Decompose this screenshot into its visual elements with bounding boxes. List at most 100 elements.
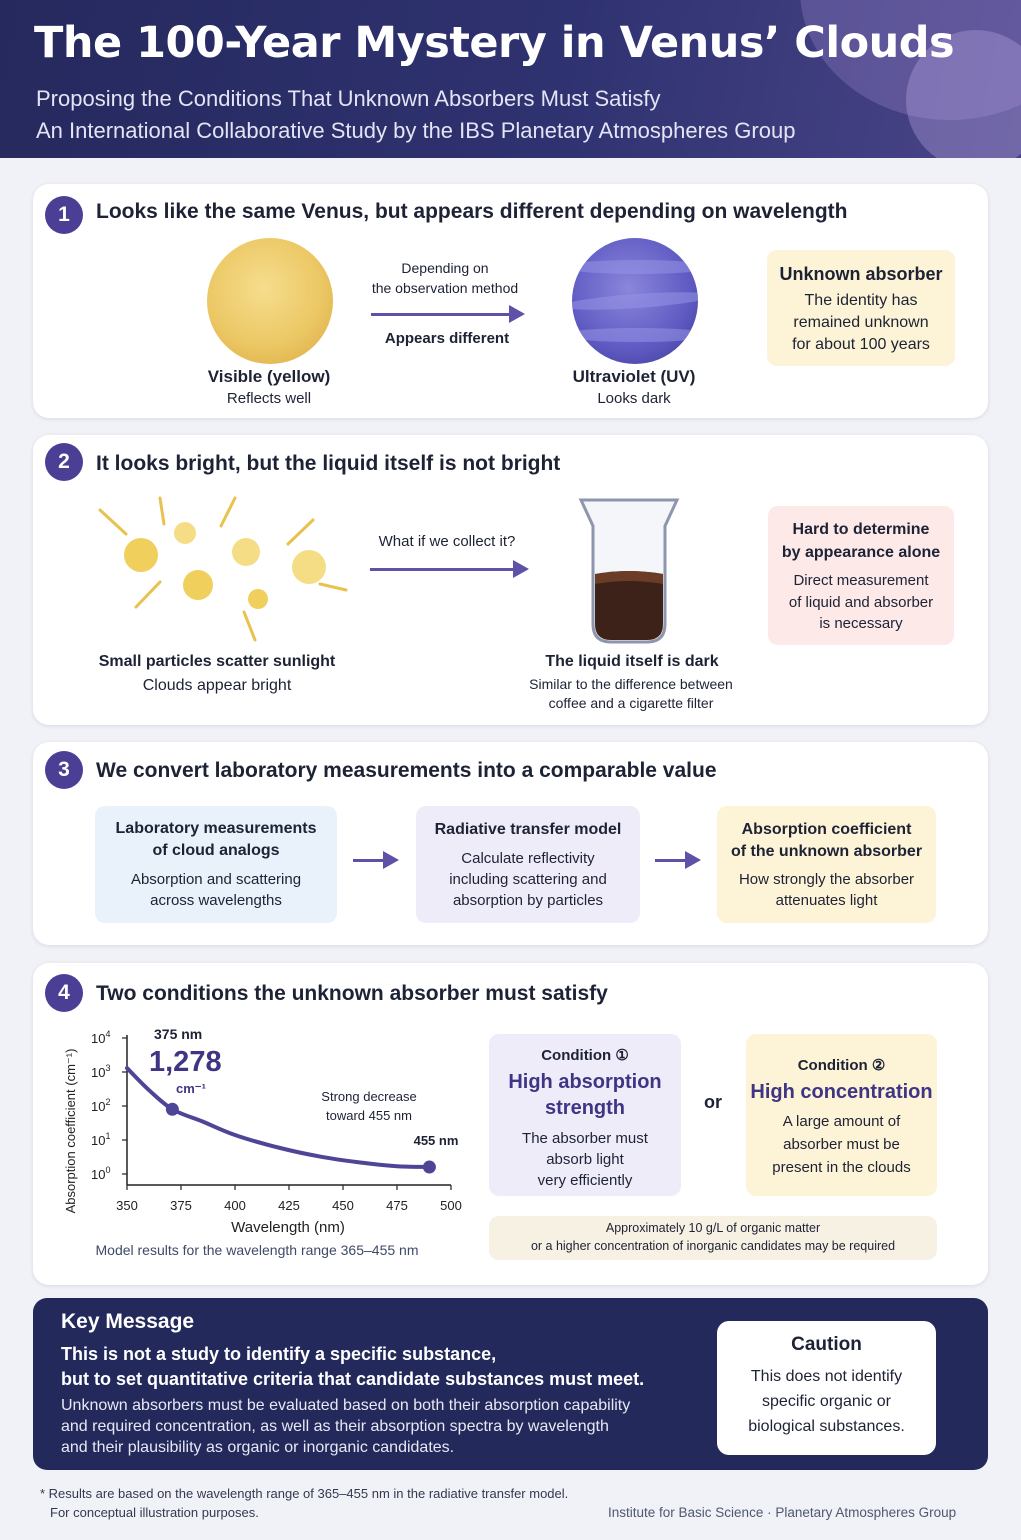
box-title: Hard to determine: [792, 521, 930, 538]
chart-y-tick-label: 102: [91, 1097, 110, 1114]
right-arrow-icon: [353, 851, 399, 869]
chart-series-line: [125, 1066, 432, 1170]
box-text: The identity has: [804, 292, 918, 309]
key-message-statement: but to set quantitative criteria that ca…: [61, 1369, 645, 1389]
condition-title: High absorption: [508, 1071, 662, 1093]
key-message-statement: This is not a study to identify a specif…: [61, 1344, 497, 1364]
scattering-particles-icon: [98, 496, 348, 642]
chart-y-axis-label: Absorption coefficient (cm⁻¹): [63, 1049, 78, 1214]
absorption-coefficient-step: Absorption coefficient of the unknown ab…: [717, 806, 936, 923]
right-arrow-icon: [371, 305, 525, 323]
uv-label: Ultraviolet (UV): [572, 367, 696, 386]
key-message-body: Unknown absorbers must be evaluated base…: [61, 1397, 631, 1414]
section-number-badge: 3: [45, 751, 83, 789]
venus-uv-planet-icon: [572, 238, 698, 364]
section-title: It looks bright, but the liquid itself i…: [96, 452, 561, 475]
key-message-panel: Key Message This is not a study to ident…: [33, 1298, 988, 1470]
key-message-body: and required concentration, as well as t…: [61, 1418, 609, 1435]
box-title: by appearance alone: [781, 544, 941, 561]
section-title: Looks like the same Venus, but appears d…: [96, 200, 848, 223]
or-label: or: [704, 1092, 722, 1112]
arrow-result-label: Appears different: [384, 330, 510, 347]
condition-text: very efficiently: [537, 1172, 633, 1189]
section-number-badge: 2: [45, 443, 83, 481]
step-text: How strongly the absorber: [738, 871, 915, 888]
absorption-chart: Absorption coefficient (cm⁻¹) 104 103 102 1…: [63, 1029, 462, 1236]
key-message-body: and their plausibility as organic or ino…: [61, 1439, 455, 1456]
note-text: Approximately 10 g/L of organic matter: [605, 1221, 821, 1235]
section-2-card: 2 It looks bright, but the liquid itself…: [33, 435, 988, 725]
uv-note: Looks dark: [597, 390, 671, 407]
chart-data-point: [422, 1160, 436, 1174]
radiative-transfer-step: Radiative transfer model Calculate refle…: [416, 806, 640, 923]
decrease-note: toward 455 nm: [326, 1108, 412, 1123]
chart-x-tick-label: 400: [224, 1198, 246, 1213]
key-message-heading: Key Message: [61, 1310, 195, 1333]
page-title: The 100-Year Mystery in Venus’ Clouds: [34, 18, 955, 68]
box-text: of liquid and absorber: [788, 594, 934, 611]
liquid-note: Similar to the difference between: [529, 676, 733, 692]
right-arrow-icon: [655, 851, 701, 869]
caution-text: specific organic or: [762, 1393, 891, 1410]
box-title: Unknown absorber: [779, 264, 943, 284]
caution-box: Caution This does not identify specific …: [717, 1321, 936, 1455]
arrow-caption: What if we collect it?: [378, 533, 516, 550]
step-title: Radiative transfer model: [434, 821, 622, 838]
step-text: Calculate reflectivity: [461, 850, 595, 867]
condition-text: present in the clouds: [772, 1159, 911, 1176]
chart-y-tick-label: 101: [91, 1131, 110, 1148]
chart-x-tick-label: 375: [170, 1198, 192, 1213]
condition-text: absorber must be: [783, 1136, 900, 1153]
condition-2-box: Condition ② High concentration A large a…: [746, 1034, 937, 1196]
section-number-badge: 4: [45, 974, 83, 1012]
liquid-label: The liquid itself is dark: [545, 653, 719, 670]
caution-text: This does not identify: [750, 1368, 903, 1385]
concentration-note: Approximately 10 g/L of organic matter o…: [489, 1216, 937, 1260]
peak-value: 1,278: [149, 1046, 222, 1078]
section-4-card: 4 Two conditions the unknown absorber mu…: [33, 963, 988, 1285]
condition-text: The absorber must: [522, 1130, 648, 1147]
step-title: of the unknown absorber: [730, 843, 923, 860]
liquid-note: coffee and a cigarette filter: [548, 695, 714, 711]
step-text: including scattering and: [449, 871, 607, 888]
header-banner: The 100-Year Mystery in Venus’ Clouds Pr…: [0, 0, 1021, 158]
chart-y-tick-label: 100: [91, 1165, 110, 1182]
section-1-card: 1 Looks like the same Venus, but appears…: [33, 184, 988, 418]
condition-text: absorb light: [546, 1151, 624, 1168]
unknown-absorber-box: Unknown absorber The identity has remain…: [767, 250, 955, 366]
step-text: across wavelengths: [150, 892, 282, 909]
chart-x-tick-label: 475: [386, 1198, 408, 1213]
section-3-card: 3 We convert laboratory measurements int…: [33, 742, 988, 945]
chart-y-tick-label: 104: [91, 1029, 110, 1046]
step-text: Absorption and scattering: [130, 871, 302, 888]
box-text: for about 100 years: [792, 336, 930, 353]
particles-label: Small particles scatter sunlight: [98, 653, 336, 670]
chart-x-axis-label: Wavelength (nm): [231, 1219, 345, 1236]
step-title: Laboratory measurements: [115, 820, 317, 837]
box-text: is necessary: [819, 615, 903, 632]
right-arrow-icon: [370, 560, 529, 578]
condition-title: High concentration: [750, 1081, 933, 1103]
chart-data-point: [165, 1102, 179, 1116]
chart-x-tick-label: 425: [278, 1198, 300, 1213]
chart-caption: Model results for the wavelength range 3…: [95, 1242, 419, 1258]
chart-x-tick-label: 500: [440, 1198, 462, 1213]
step-text: absorption by particles: [452, 892, 604, 909]
chart-y-tick-label: 103: [91, 1063, 110, 1080]
visible-label: Visible (yellow): [207, 367, 331, 386]
hard-to-determine-box: Hard to determine by appearance alone Di…: [768, 506, 954, 645]
step-title: of cloud analogs: [152, 842, 280, 859]
note-text: or a higher concentration of inorganic c…: [530, 1239, 896, 1253]
condition-head: Condition ①: [541, 1047, 629, 1064]
lab-measurements-step: Laboratory measurements of cloud analogs…: [95, 806, 337, 923]
step-title: Absorption coefficient: [741, 821, 912, 838]
decrease-note: Strong decrease: [321, 1089, 417, 1104]
footnote: For conceptual illustration purposes.: [50, 1505, 259, 1520]
particles-note: Clouds appear bright: [142, 677, 292, 694]
chart-x-tick-label: 350: [116, 1198, 138, 1213]
condition-head: Condition ②: [797, 1057, 886, 1074]
box-text: remained unknown: [793, 314, 929, 331]
page-subtitle: Proposing the Conditions That Unknown Ab…: [36, 86, 661, 111]
end-wavelength-label: 455 nm: [413, 1133, 459, 1148]
section-title: We convert laboratory measurements into …: [96, 759, 717, 782]
